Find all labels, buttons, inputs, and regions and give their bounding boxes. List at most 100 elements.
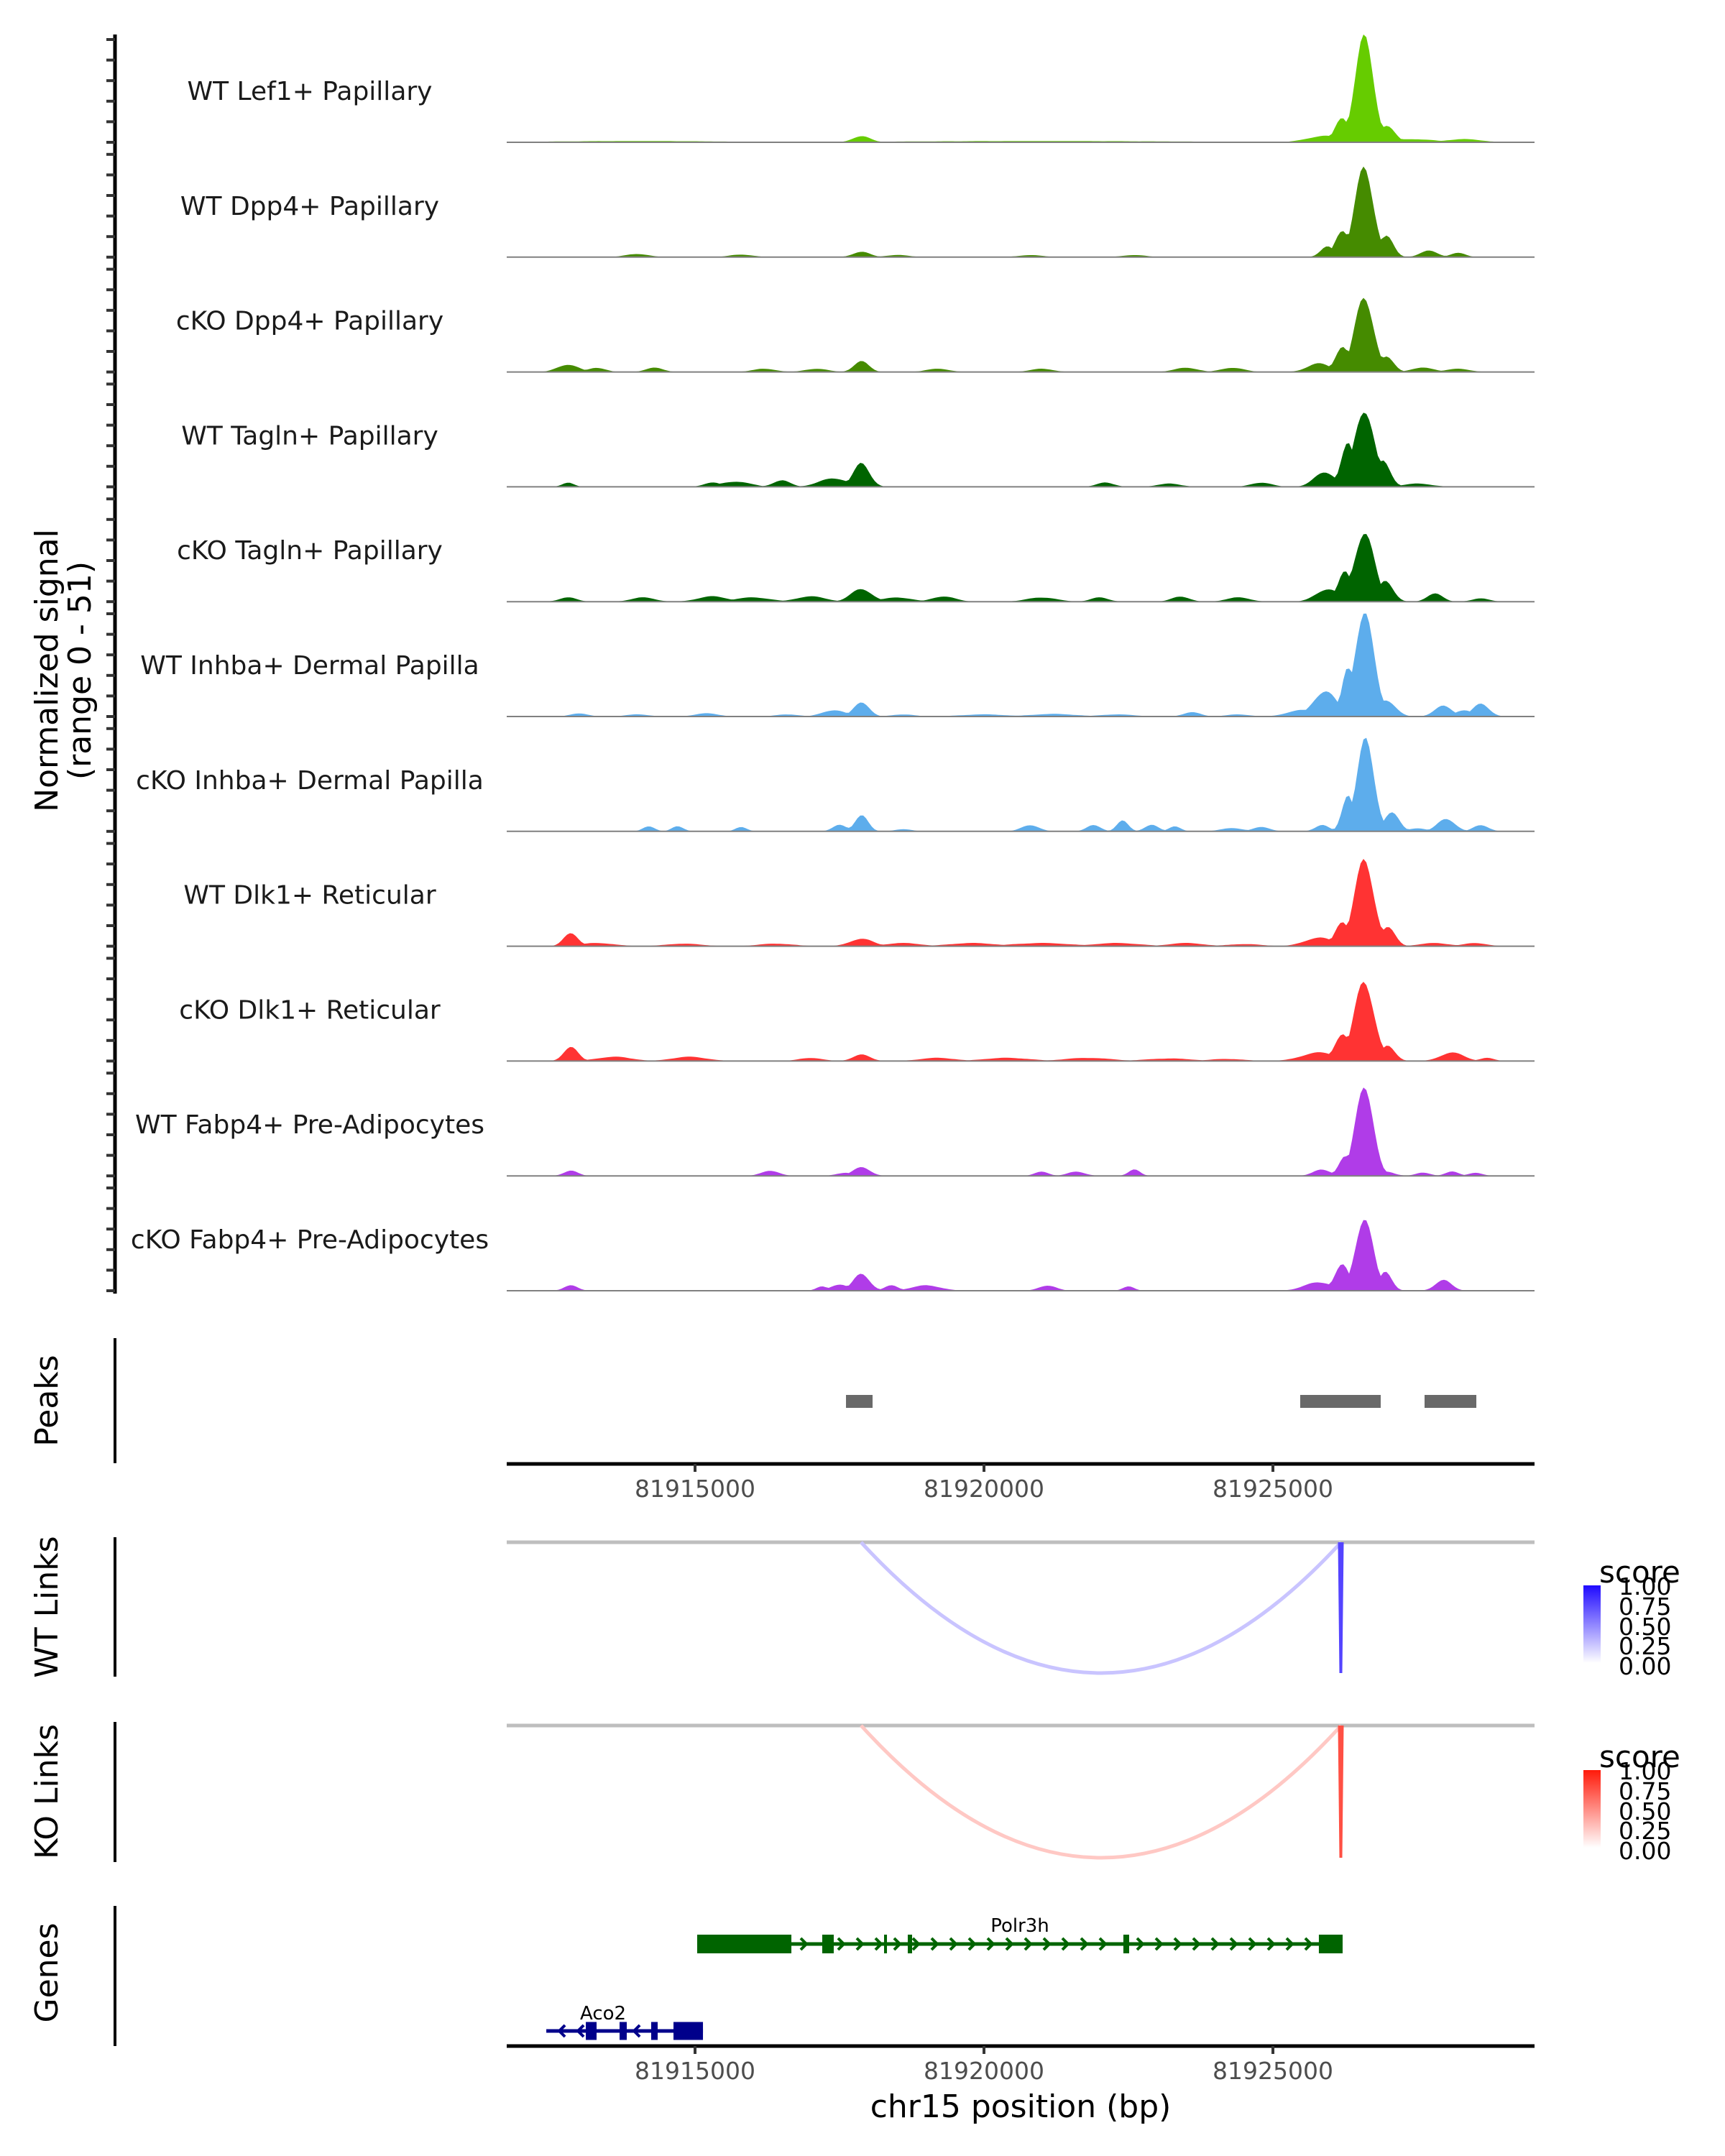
- legend-tick-label: 0.25: [1619, 1632, 1671, 1660]
- wt-score-legend: score 1.00 0.75 0.50 0.25 0.00: [1583, 1554, 1680, 1680]
- x-axis-top-ticks: [694, 1464, 1275, 1472]
- gene-exon: [673, 2022, 704, 2040]
- gene-exon: [586, 2022, 597, 2040]
- legend-tick-label: 0.75: [1619, 1593, 1671, 1621]
- strand-arrow-icon: [1304, 1937, 1313, 1951]
- legend-tick-label: 0.25: [1619, 1817, 1671, 1845]
- x-tick-label: 81925000: [1213, 2057, 1333, 2085]
- peak-bars: [846, 1395, 1477, 1408]
- gene-label-aco2: Aco2: [580, 2003, 626, 2024]
- x-tick-label: 81920000: [924, 1475, 1044, 1503]
- wt-links-track-label: WT Links: [29, 1536, 65, 1677]
- strand-arrow-icon: [967, 1937, 977, 1951]
- coverage-area: [507, 413, 1535, 487]
- peaks-track-label: Peaks: [29, 1355, 65, 1446]
- coverage-area: [507, 737, 1535, 831]
- x-axis-bottom: 81915000 81920000 81925000 chr15 positio…: [507, 2044, 1535, 2125]
- track-label: WT Inhba+ Dermal Papilla: [140, 651, 479, 681]
- gene-models: [546, 1935, 1343, 2040]
- strand-arrow-icon: [1248, 1937, 1257, 1951]
- y-axis-title: Normalized signal: [29, 529, 65, 812]
- track-label: cKO Dlk1+ Reticular: [179, 995, 441, 1025]
- genes-track-label: Genes: [29, 1922, 65, 2022]
- legend-tick-label: 0.00: [1619, 1837, 1671, 1865]
- strand-arrow-icon: [855, 1937, 865, 1951]
- legend-title: score: [1599, 1739, 1680, 1774]
- track-label: WT Dpp4+ Papillary: [180, 192, 439, 221]
- track-label: WT Fabp4+ Pre-Adipocytes: [135, 1110, 484, 1140]
- track-label: WT Dlk1+ Reticular: [183, 881, 436, 911]
- strand-arrow-icon: [1042, 1937, 1052, 1951]
- x-axis-top: 81915000 81920000 81925000: [507, 1462, 1535, 1503]
- gene-exon: [651, 2022, 658, 2040]
- y-axis-subtitle: (range 0 - 51): [62, 561, 98, 780]
- coverage-area: [507, 34, 1535, 142]
- peak-region: [846, 1395, 873, 1408]
- legend-tick-label: 0.50: [1619, 1797, 1671, 1825]
- ko-links-track-label: KO Links: [29, 1724, 65, 1859]
- coverage-area: [507, 859, 1535, 946]
- gene-exon: [1123, 1935, 1129, 1953]
- coverage-area: [507, 1220, 1535, 1291]
- legend-tick-label: 0.75: [1619, 1777, 1671, 1805]
- track-label: cKO Fabp4+ Pre-Adipocytes: [131, 1225, 489, 1255]
- strand-arrow-icon: [893, 1937, 902, 1951]
- strand-arrow-icon: [1266, 1937, 1276, 1951]
- strand-arrow-icon: [1024, 1937, 1033, 1951]
- ko-links: [507, 1723, 1535, 1860]
- strand-arrow-icon: [1080, 1937, 1089, 1951]
- strand-arrow-icon: [1061, 1937, 1070, 1951]
- strand-arrow-icon: [1192, 1937, 1201, 1951]
- gene-exon: [1318, 1935, 1343, 1953]
- track-label: cKO Dpp4+ Papillary: [176, 307, 443, 336]
- x-tick-label: 81920000: [924, 2057, 1044, 2085]
- track-label: WT Lef1+ Papillary: [188, 77, 433, 106]
- gene-exon: [620, 2022, 627, 2040]
- gene-label-polr3h: Polr3h: [990, 1915, 1049, 1937]
- x-axis-title: chr15 position (bp): [870, 2088, 1172, 2125]
- link-arc: [1338, 1542, 1344, 1673]
- strand-arrow-icon: [1173, 1937, 1182, 1951]
- strand-arrow-icon: [1136, 1937, 1145, 1951]
- x-tick-label: 81915000: [635, 2057, 755, 2085]
- peak-region: [1300, 1395, 1381, 1408]
- link-arc: [1338, 1726, 1344, 1858]
- coverage-area: [507, 1087, 1535, 1176]
- strand-arrow-icon: [799, 1937, 809, 1951]
- legend-tick-label: 1.00: [1619, 1757, 1671, 1785]
- strand-arrow-icon: [1229, 1937, 1238, 1951]
- strand-arrow-icon: [1154, 1937, 1164, 1951]
- link-arc: [860, 1541, 1343, 1675]
- coverage-area: [507, 298, 1535, 372]
- track-label: cKO Inhba+ Dermal Papilla: [136, 766, 484, 796]
- legend-tick-label: 1.00: [1619, 1572, 1671, 1600]
- peak-region: [1424, 1395, 1477, 1408]
- legend-title: score: [1599, 1554, 1680, 1590]
- legend-colorbar: [1583, 1585, 1601, 1663]
- gene-exon: [907, 1935, 913, 1953]
- strand-arrow-icon: [557, 2024, 566, 2038]
- strand-arrow-icon: [1098, 1937, 1108, 1951]
- strand-arrow-icon: [949, 1937, 958, 1951]
- coverage-y-ticks: [106, 38, 115, 1292]
- ko-score-legend: score 1.00 0.75 0.50 0.25 0.00: [1583, 1739, 1680, 1865]
- wt-links: [507, 1540, 1535, 1675]
- gene-exon: [884, 1935, 888, 1953]
- legend-tick-label: 0.00: [1619, 1652, 1671, 1680]
- strand-arrow-icon: [874, 1937, 883, 1951]
- strand-arrow-icon: [930, 1937, 939, 1951]
- strand-arrow-icon: [1210, 1937, 1220, 1951]
- coverage-area: [507, 613, 1535, 717]
- track-label: WT Tagln+ Papillary: [181, 421, 438, 451]
- x-tick-label: 81915000: [635, 1475, 755, 1503]
- link-arc: [860, 1724, 1343, 1860]
- strand-arrow-icon: [1005, 1937, 1014, 1951]
- track-label: cKO Tagln+ Papillary: [177, 536, 443, 566]
- gene-exon: [822, 1935, 834, 1953]
- coverage-area: [507, 534, 1535, 602]
- strand-arrow-icon: [576, 2024, 585, 2038]
- strand-arrow-icon: [837, 1937, 846, 1951]
- strand-arrow-icon: [911, 1937, 921, 1951]
- strand-arrow-icon: [632, 2024, 641, 2038]
